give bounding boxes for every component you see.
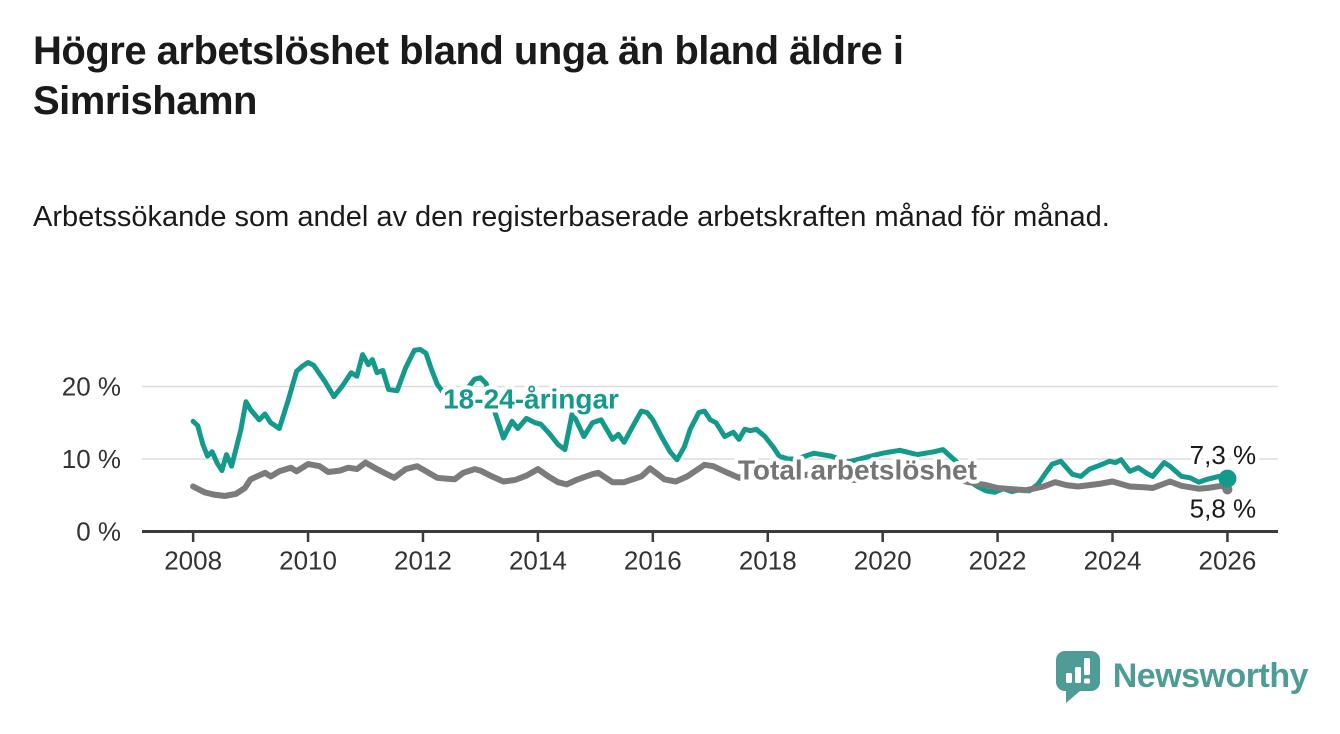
series-line-18-24 — [190, 347, 1230, 495]
end-value-label-total: 5,8 % — [1190, 493, 1257, 523]
newsworthy-branding: Newsworthy — [1055, 650, 1309, 703]
series-label-18-24: 18-24-åringar — [443, 383, 619, 414]
logo-bar-small — [1065, 673, 1072, 683]
x-tick-label-2014: 2014 — [509, 546, 567, 576]
x-tick-label-2016: 2016 — [624, 546, 682, 576]
y-tick-label-10: 10 % — [62, 444, 121, 474]
x-tick-label-2026: 2026 — [1199, 546, 1257, 576]
x-tick-label-2020: 2020 — [854, 546, 912, 576]
logo-bar-medium — [1074, 667, 1081, 683]
x-tick-label-2010: 2010 — [279, 546, 337, 576]
chart-subtitle: Arbetssökande som andel av den registerb… — [33, 201, 1110, 233]
logo-exclamation-dot — [1083, 678, 1090, 684]
x-tick-label-2012: 2012 — [394, 546, 452, 576]
y-tick-label-20: 20 % — [62, 371, 121, 401]
x-tick-label-2024: 2024 — [1084, 546, 1142, 576]
series-label-total: Total arbetslöshet — [738, 454, 977, 485]
brand-name: Newsworthy — [1112, 657, 1309, 695]
x-tick-label-2008: 2008 — [164, 546, 222, 576]
page-title: Högre arbetslöshet bland unga än bland ä… — [33, 29, 904, 123]
newsworthy-logo-icon — [1055, 651, 1100, 703]
series-end-dot-18-24 — [1218, 469, 1237, 488]
y-tick-label-0: 0 % — [76, 517, 121, 547]
x-tick-label-2022: 2022 — [969, 546, 1027, 576]
series-line-total — [190, 459, 1231, 499]
end-value-label-18-24: 7,3 % — [1190, 440, 1257, 470]
x-tick-label-2018: 2018 — [739, 546, 797, 576]
logo-exclamation-bar — [1083, 658, 1090, 675]
